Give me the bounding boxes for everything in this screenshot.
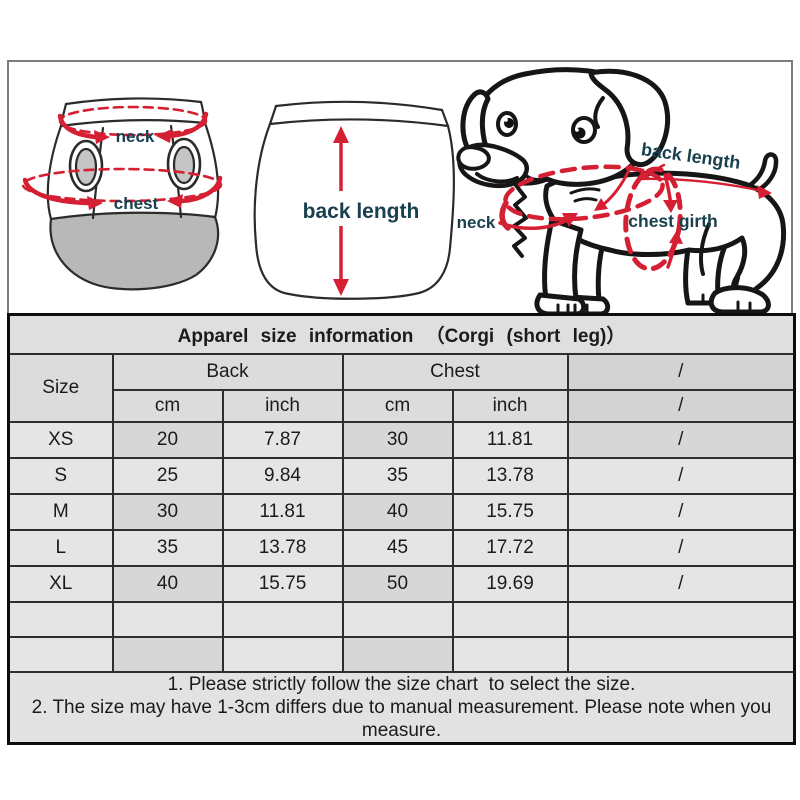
back-cm-cell: 35: [111, 528, 224, 567]
front-garment-drawing: [46, 97, 220, 291]
chest-cm-cell: 40: [341, 492, 454, 531]
empty-cell: [341, 600, 454, 638]
unit-slash: /: [566, 388, 796, 423]
empty-cell: [221, 600, 344, 638]
chest-inch-cell: 17.72: [451, 528, 569, 567]
back-garment-length-label: back length: [303, 200, 420, 223]
dog-chest-fluff: [512, 182, 528, 258]
unit-chest-cm: cm: [341, 388, 454, 423]
size-row-m: M 30 11.81 40 15.75 /: [7, 492, 796, 531]
chest-cm-cell: 35: [341, 456, 454, 495]
back-inch-cell: 13.78: [221, 528, 344, 567]
dog-near-front-paw: [534, 292, 587, 313]
chest-inch-cell: 13.78: [451, 456, 569, 495]
dog-mouth: [475, 172, 519, 184]
dog-neck-label: neck: [457, 213, 496, 232]
chest-inch-cell: 19.69: [451, 564, 569, 603]
empty-cell: [7, 600, 114, 638]
size-cell: XL: [7, 564, 114, 603]
col-header-chest: Chest: [341, 352, 569, 391]
chest-inch-cell: 15.75: [451, 492, 569, 531]
empty-cell: [451, 635, 569, 673]
back-cm-cell: 40: [111, 564, 224, 603]
front-neck-label: neck: [116, 127, 155, 146]
back-garment-drawing: [253, 100, 455, 300]
back-cm-cell: 25: [111, 456, 224, 495]
back-inch-cell: 11.81: [221, 492, 344, 531]
empty-row: [7, 635, 796, 673]
back-cm-cell: 30: [111, 492, 224, 531]
note-1: 1. Please strictly follow the size chart…: [167, 673, 636, 695]
slash-cell: /: [566, 420, 796, 459]
col-header-back: Back: [111, 352, 344, 391]
front-garment-measure-marks: [21, 105, 223, 210]
back-inch-cell: 7.87: [221, 420, 344, 459]
empty-cell: [451, 600, 569, 638]
col-header-slash: /: [566, 352, 796, 391]
slash-cell: /: [566, 492, 796, 531]
dog-near-front-leg: [542, 217, 584, 302]
empty-cell: [341, 635, 454, 673]
notes-cell: 1. Please strictly follow the size chart…: [7, 670, 796, 745]
size-diagram-svg: neck chest back length: [21, 67, 787, 313]
size-row-l: L 35 13.78 45 17.72 /: [7, 528, 796, 567]
unit-back-inch: inch: [221, 388, 344, 423]
chest-cm-cell: 50: [341, 564, 454, 603]
slash-cell: /: [566, 564, 796, 603]
table-title: Apparel size information （Corgi (short l…: [7, 313, 796, 355]
back-cm-cell: 20: [111, 420, 224, 459]
empty-cell: [221, 635, 344, 673]
size-cell: S: [7, 456, 114, 495]
unit-back-cm: cm: [111, 388, 224, 423]
dog-near-hind-paw: [708, 285, 771, 313]
dog-right-ear: [588, 68, 671, 167]
unit-chest-inch: inch: [451, 388, 569, 423]
size-table: Apparel size information （Corgi (short l…: [7, 313, 796, 745]
notes-row: 1. Please strictly follow the size chart…: [7, 670, 796, 745]
note-2: 2. The size may have 1-3cm differs due t…: [31, 696, 777, 741]
size-row-s: S 25 9.84 35 13.78 /: [7, 456, 796, 495]
header-row-groups: Size Back Chest /: [7, 352, 796, 423]
dog-chest-girth-label: chest girth: [628, 211, 717, 231]
chest-cm-cell: 30: [341, 420, 454, 459]
empty-cell: [111, 635, 224, 673]
chest-inch-cell: 11.81: [451, 420, 569, 459]
empty-cell: [566, 600, 796, 638]
front-chest-label: chest: [114, 194, 159, 213]
size-row-xs: XS 20 7.87 30 11.81 /: [7, 420, 796, 459]
size-cell: XS: [7, 420, 114, 459]
back-length-arrow: [333, 126, 349, 296]
table-title-row: Apparel size information （Corgi (short l…: [7, 313, 796, 355]
dog-measure-marks: [498, 163, 772, 272]
back-inch-cell: 15.75: [221, 564, 344, 603]
back-inch-cell: 9.84: [221, 456, 344, 495]
empty-row: [7, 600, 796, 638]
measurement-diagrams-panel: neck chest back length: [7, 60, 793, 313]
slash-cell: /: [566, 528, 796, 567]
chest-cm-cell: 45: [341, 528, 454, 567]
slash-cell: /: [566, 456, 796, 495]
empty-cell: [566, 635, 796, 673]
header-row-units: cm inch cm inch /: [9, 388, 796, 423]
size-cell: M: [7, 492, 114, 531]
col-header-size: Size: [7, 352, 114, 423]
empty-cell: [111, 600, 224, 638]
size-cell: L: [7, 528, 114, 567]
size-row-xl: XL 40 15.75 50 19.69 /: [7, 564, 796, 603]
empty-cell: [7, 635, 114, 673]
dog-nose: [456, 145, 491, 171]
